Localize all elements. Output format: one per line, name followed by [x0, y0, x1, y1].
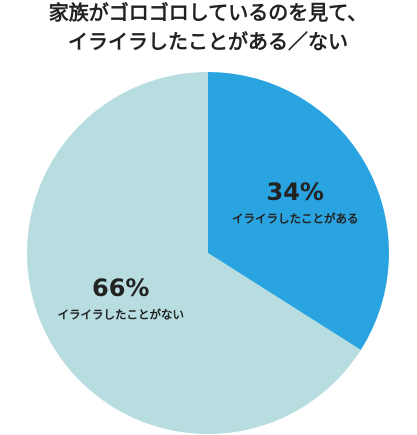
- pie-slice: [26, 72, 361, 434]
- value-label: 34%: [267, 178, 324, 206]
- category-label: イライラしたことがない: [58, 307, 185, 321]
- chart-title: 家族がゴロゴロしているのを見て、: [49, 1, 367, 25]
- pie-slice: [208, 72, 389, 350]
- chart-title: イライラしたことがある／ない: [68, 30, 348, 54]
- category-label: イライラしたことがある: [232, 212, 359, 226]
- value-label: 66%: [92, 274, 149, 302]
